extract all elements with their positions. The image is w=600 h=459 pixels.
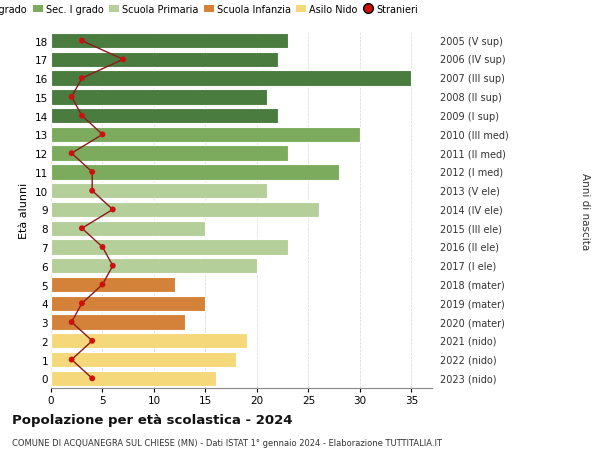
Point [88, 169, 97, 176]
Text: 2011 (II med): 2011 (II med) [440, 149, 506, 159]
Point [118, 56, 128, 64]
Point [108, 206, 118, 213]
Bar [51, 52, 278, 68]
Text: 2005 (V sup): 2005 (V sup) [440, 37, 503, 46]
Text: COMUNE DI ACQUANEGRA SUL CHIESE (MN) - Dati ISTAT 1° gennaio 2024 - Elaborazione: COMUNE DI ACQUANEGRA SUL CHIESE (MN) - D… [12, 438, 442, 448]
Point [67, 94, 76, 101]
Y-axis label: Età alunni: Età alunni [19, 182, 29, 238]
Text: 2008 (II sup): 2008 (II sup) [440, 93, 502, 103]
Bar [51, 109, 278, 124]
Bar [51, 165, 340, 180]
Text: Anni di nascita: Anni di nascita [580, 173, 590, 250]
Text: 2022 (nido): 2022 (nido) [440, 355, 497, 365]
Bar [51, 90, 267, 105]
Point [108, 263, 118, 270]
Bar [51, 184, 267, 199]
Bar [51, 296, 205, 311]
Bar [51, 277, 175, 292]
Point [67, 150, 76, 157]
Text: Popolazione per età scolastica - 2024: Popolazione per età scolastica - 2024 [12, 413, 293, 426]
Text: 2013 (V ele): 2013 (V ele) [440, 186, 500, 196]
Text: 2016 (II ele): 2016 (II ele) [440, 242, 499, 252]
Bar [51, 71, 412, 87]
Point [67, 319, 76, 326]
Point [77, 75, 86, 83]
Text: 2017 (I ele): 2017 (I ele) [440, 261, 497, 271]
Point [98, 131, 107, 139]
Text: 2020 (mater): 2020 (mater) [440, 317, 505, 327]
Text: 2009 (I sup): 2009 (I sup) [440, 112, 499, 121]
Bar [51, 34, 288, 49]
Bar [51, 221, 205, 236]
Point [98, 244, 107, 251]
Text: 2007 (III sup): 2007 (III sup) [440, 74, 505, 84]
Bar [51, 258, 257, 274]
Bar [51, 240, 288, 255]
Point [77, 300, 86, 307]
Text: 2010 (III med): 2010 (III med) [440, 130, 509, 140]
Text: 2012 (I med): 2012 (I med) [440, 168, 503, 178]
Text: 2019 (mater): 2019 (mater) [440, 299, 505, 308]
Text: 2021 (nido): 2021 (nido) [440, 336, 497, 346]
Point [67, 356, 76, 364]
Point [98, 281, 107, 289]
Text: 2023 (nido): 2023 (nido) [440, 374, 497, 383]
Bar [51, 352, 236, 368]
Point [77, 225, 86, 232]
Text: 2018 (mater): 2018 (mater) [440, 280, 505, 290]
Text: 2014 (IV ele): 2014 (IV ele) [440, 205, 503, 215]
Bar [51, 315, 185, 330]
Text: 2015 (III ele): 2015 (III ele) [440, 224, 502, 234]
Bar [51, 146, 288, 162]
Point [77, 113, 86, 120]
Bar [51, 371, 216, 386]
Bar [51, 333, 247, 349]
Point [77, 38, 86, 45]
Point [88, 337, 97, 345]
Bar [51, 128, 360, 143]
Legend: Sec. II grado, Sec. I grado, Scuola Primaria, Scuola Infanzia, Asilo Nido, Stran: Sec. II grado, Sec. I grado, Scuola Prim… [0, 5, 418, 15]
Bar [51, 202, 319, 218]
Point [88, 375, 97, 382]
Text: 2006 (IV sup): 2006 (IV sup) [440, 55, 506, 65]
Point [88, 188, 97, 195]
